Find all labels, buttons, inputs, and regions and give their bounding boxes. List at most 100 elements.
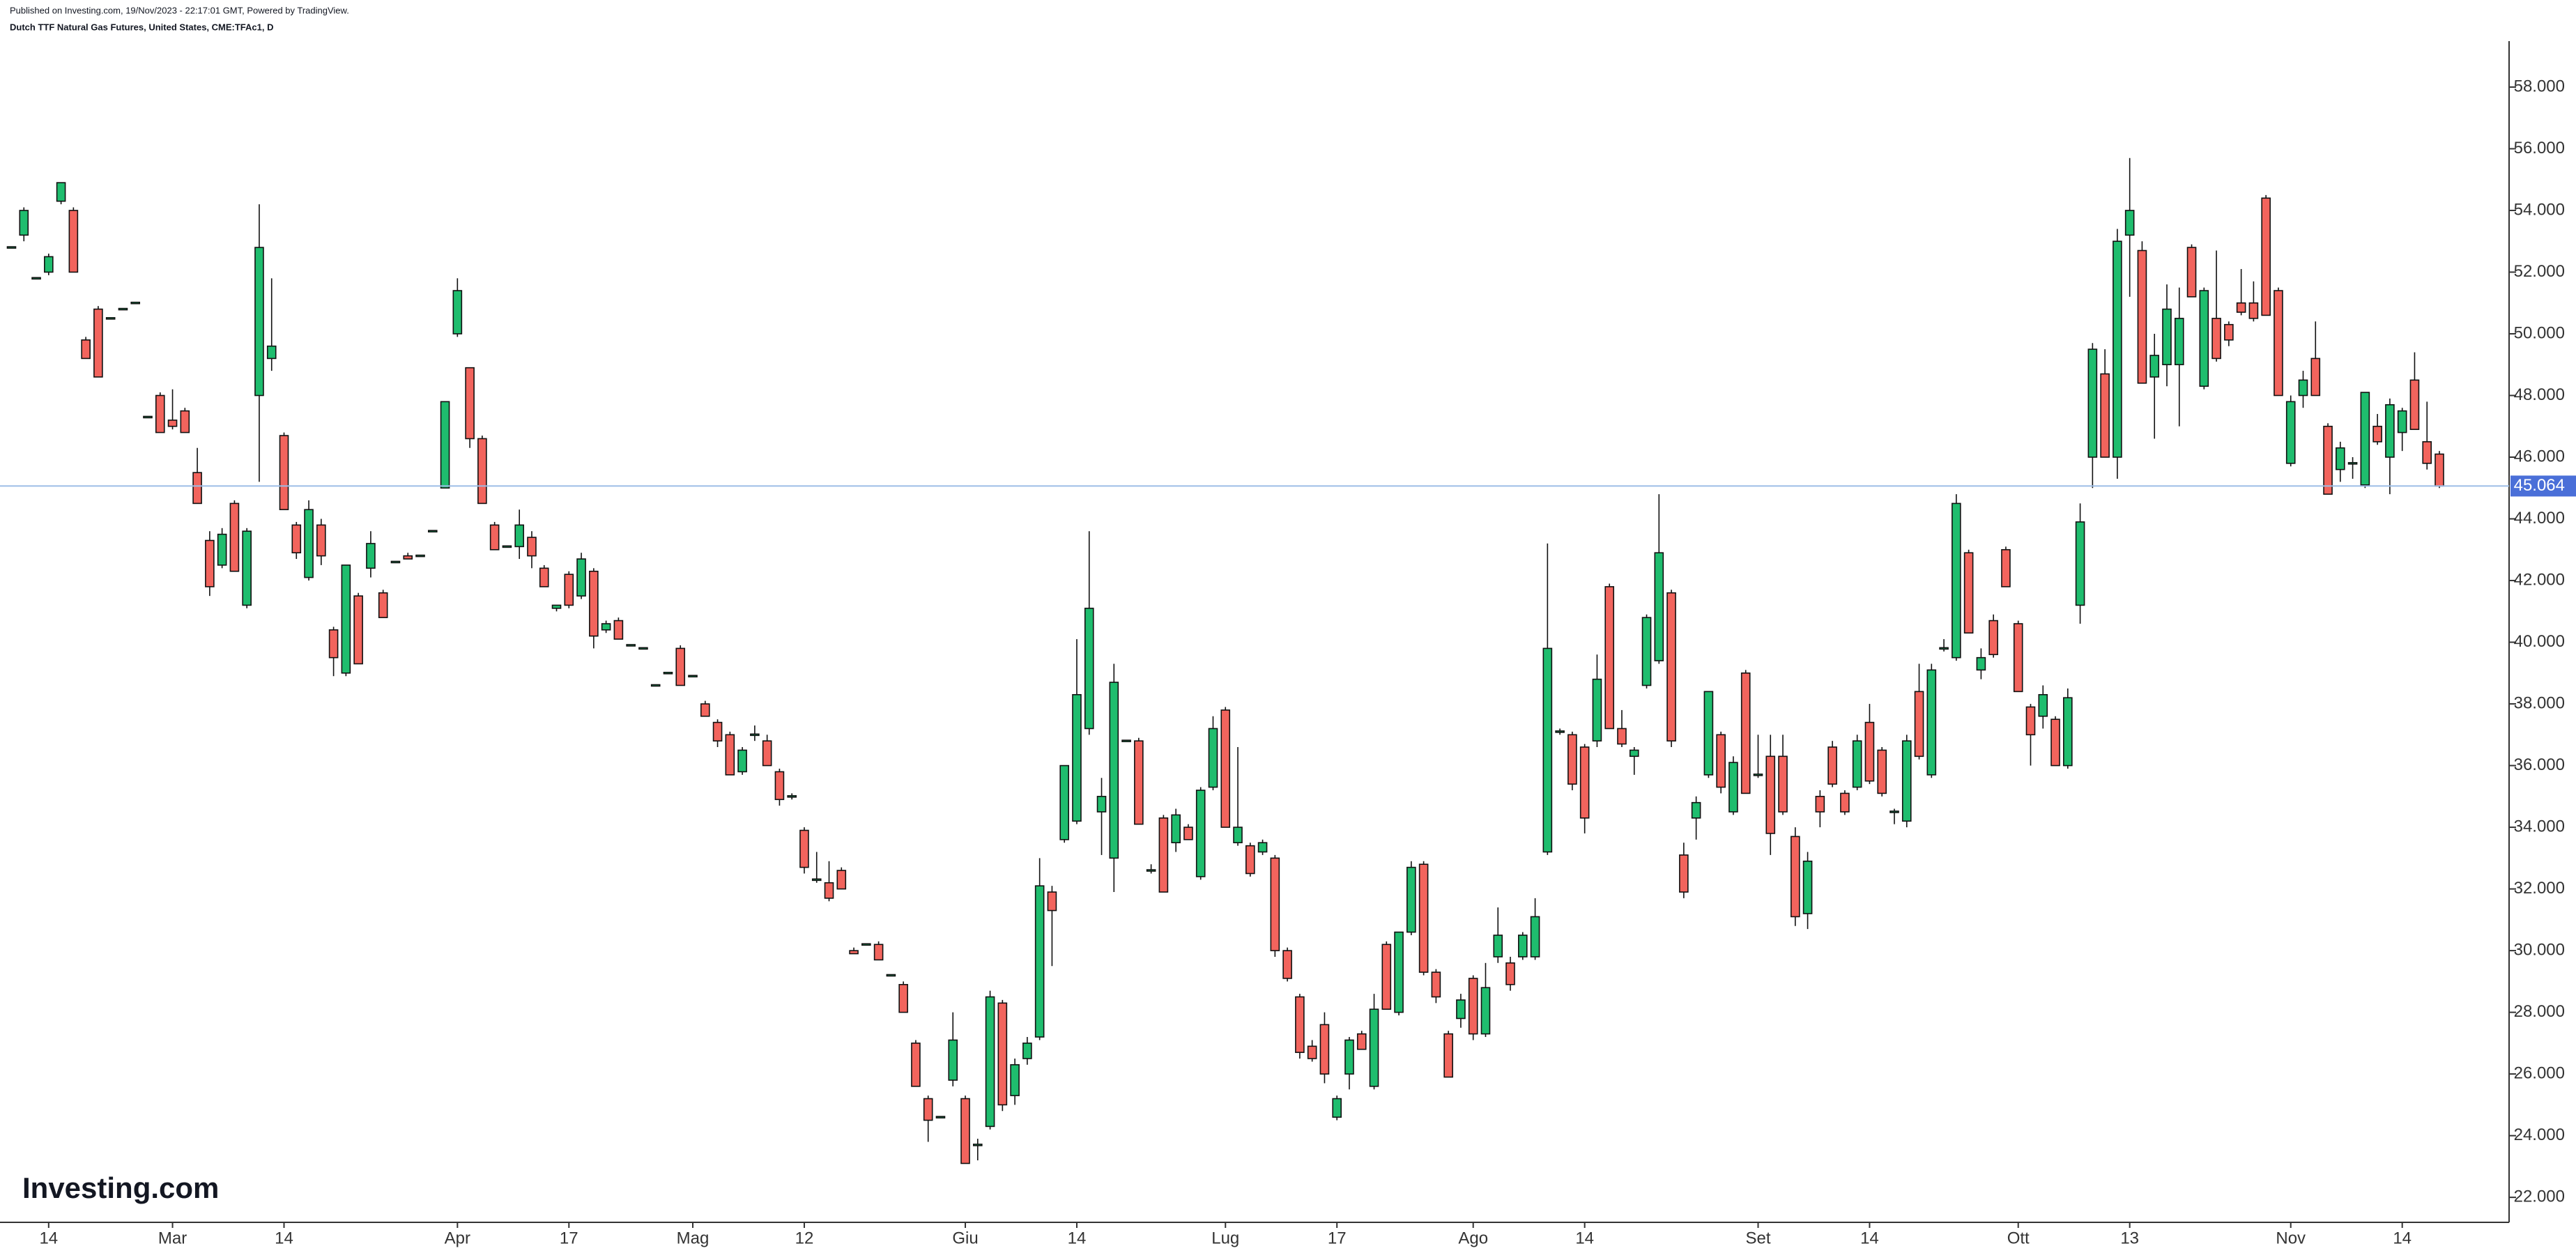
candle-body <box>2050 718 2060 767</box>
candle-body <box>675 647 686 686</box>
candle-body <box>1952 502 1961 659</box>
candle-body <box>1047 891 1057 912</box>
logo: Investing.com <box>22 1171 219 1204</box>
candle-body <box>725 734 735 776</box>
candle-body <box>1282 950 1292 979</box>
candle-body <box>1456 999 1466 1020</box>
x-tick-label: Mag <box>677 1229 710 1247</box>
candle-body <box>1840 792 1850 813</box>
candle-body <box>1344 1039 1354 1075</box>
candle-body <box>663 672 673 675</box>
candle-body <box>291 524 302 554</box>
candle-body <box>799 829 809 868</box>
candle-body <box>2298 379 2308 397</box>
x-tick-label: Mar <box>158 1229 187 1247</box>
candle-body <box>2323 425 2333 495</box>
candle-body <box>1579 746 1590 819</box>
candle-body <box>217 533 227 566</box>
candle-body <box>81 339 91 360</box>
candle-body <box>1443 1033 1453 1078</box>
y-tick-label: 22.000 <box>2514 1187 2565 1206</box>
candle-body <box>1555 730 1565 733</box>
x-tick-label: Set <box>1745 1229 1770 1247</box>
candle-body <box>31 277 41 280</box>
candle-body <box>1666 592 1676 741</box>
candle-body <box>564 574 574 606</box>
candle-body <box>1381 944 1392 1010</box>
candle-body <box>1877 749 1887 794</box>
candle-body <box>1963 552 1974 634</box>
candle-body <box>1864 721 1875 782</box>
candle-body <box>1356 1033 1367 1050</box>
candle-body <box>1034 885 1045 1038</box>
candle-body <box>1084 608 1094 730</box>
candle-body <box>1791 836 1800 918</box>
candle-body <box>1493 935 1503 958</box>
candle-body <box>415 554 425 558</box>
candle-body <box>2372 425 2382 443</box>
candle-body <box>1765 755 1776 834</box>
candle-body <box>440 401 450 489</box>
candle-body <box>19 210 29 236</box>
y-tick-label: 48.000 <box>2514 385 2565 404</box>
x-tick-label: 17 <box>1328 1229 1347 1247</box>
candle-body <box>1369 1008 1379 1087</box>
candle-body <box>105 317 116 320</box>
candle-body <box>44 256 54 273</box>
candle-body <box>2360 392 2370 486</box>
candle-body <box>861 943 871 946</box>
candle-body <box>266 345 277 360</box>
candle-body <box>972 1144 983 1146</box>
candle-body <box>849 950 859 955</box>
candle-body <box>316 524 326 557</box>
y-tick-label: 50.000 <box>2514 323 2565 342</box>
x-tick-label: Lug <box>1211 1229 1239 1247</box>
candle-body <box>1134 740 1144 825</box>
candle-body <box>2435 453 2444 487</box>
candle-body <box>1146 869 1156 872</box>
candle-body <box>2248 302 2259 319</box>
y-tick-label: 40.000 <box>2514 632 2565 651</box>
candle-body <box>1629 749 1639 758</box>
candle-body <box>626 644 636 647</box>
y-tick-label: 42.000 <box>2514 570 2565 589</box>
x-tick-label: 12 <box>795 1229 814 1247</box>
candle-body <box>1827 746 1837 785</box>
x-tick-label: 17 <box>560 1229 578 1247</box>
candle-body <box>1121 739 1131 742</box>
y-tick-label: 46.000 <box>2514 447 2565 466</box>
y-tick-label: 54.000 <box>2514 200 2565 219</box>
candle-body <box>2186 247 2197 298</box>
candle-body <box>2124 210 2135 236</box>
y-tick-label: 36.000 <box>2514 755 2565 774</box>
candle-body <box>465 367 475 440</box>
candle-body <box>254 247 264 397</box>
candle-body <box>985 996 995 1128</box>
candle-body <box>1988 620 1998 656</box>
candle-body <box>489 524 500 551</box>
y-tick-label: 24.000 <box>2514 1125 2565 1144</box>
candle-body <box>6 246 17 249</box>
candle-body <box>1542 647 1553 853</box>
y-tick-label: 32.000 <box>2514 879 2565 898</box>
candle-body <box>427 530 438 533</box>
candle-body <box>1914 691 1924 758</box>
candle-body <box>2274 290 2283 397</box>
x-tick-label: Ago <box>1458 1229 1488 1247</box>
candle-body <box>378 592 388 618</box>
candle-body <box>2236 302 2246 313</box>
candle-body <box>2162 308 2172 366</box>
candle-body <box>2063 697 2073 767</box>
candle-body <box>873 944 884 961</box>
candle-body <box>1010 1064 1020 1096</box>
y-tick-label: 38.000 <box>2514 693 2565 712</box>
candle-body <box>1059 764 1070 840</box>
candle-body <box>1852 740 1862 788</box>
candle-body <box>613 620 624 640</box>
candle-body <box>1604 586 1615 730</box>
y-tick-label: 26.000 <box>2514 1063 2565 1082</box>
x-tick-label: Nov <box>2276 1229 2306 1247</box>
x-tick-label: 14 <box>1068 1229 1087 1247</box>
last-price-label: 45.064 <box>2514 476 2565 495</box>
